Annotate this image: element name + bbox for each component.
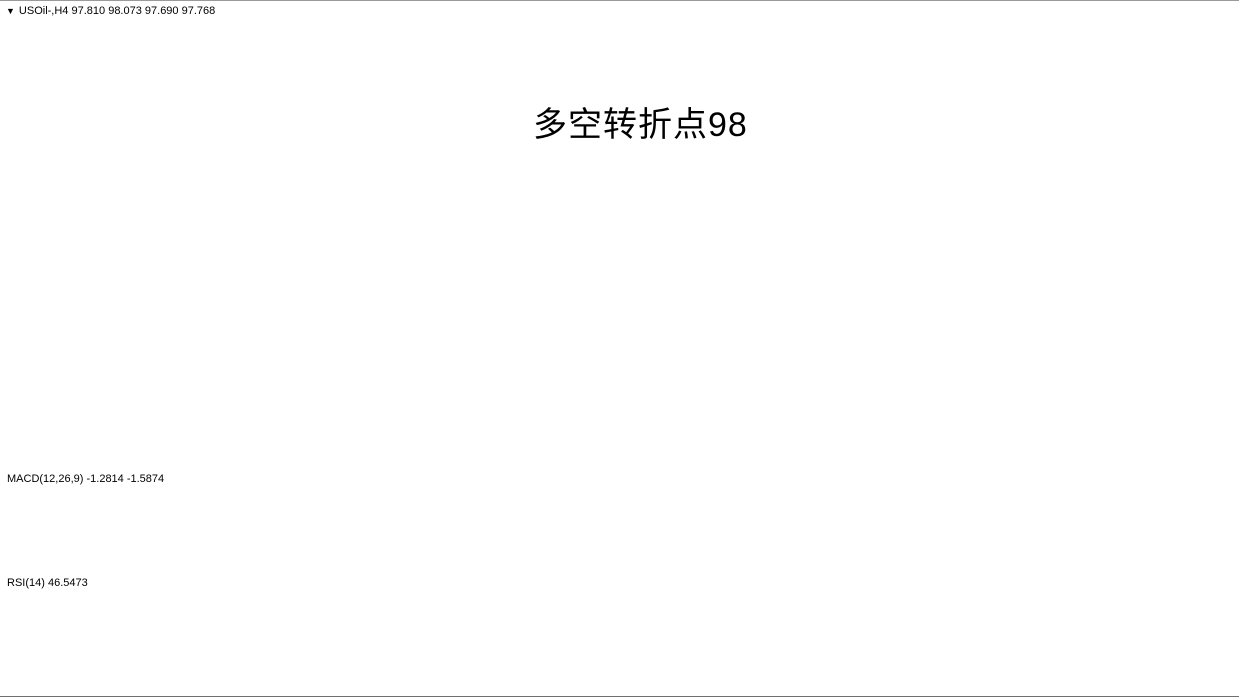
symbol-dropdown-icon[interactable]: ▼	[6, 6, 15, 16]
rsi-indicator-label: RSI(14) 46.5473	[7, 577, 88, 589]
macd-indicator-label: MACD(12,26,9) -1.2814 -1.5874	[7, 473, 164, 485]
rsi-value: 46.5473	[47, 577, 88, 589]
chart-title-bar: ▼ USOil-,H4 97.810 98.073 97.690 97.768	[6, 5, 215, 17]
symbol-timeframe-label: USOil-,H4	[18, 5, 69, 17]
ohlc-values: 97.810 98.073 97.690 97.768	[71, 5, 216, 17]
macd-values: -1.2814 -1.5874	[86, 473, 165, 485]
macd-name: MACD(12,26,9)	[7, 473, 84, 485]
text-annotation[interactable]: 多空转折点98	[533, 106, 748, 144]
rsi-name: RSI(14)	[7, 577, 45, 589]
